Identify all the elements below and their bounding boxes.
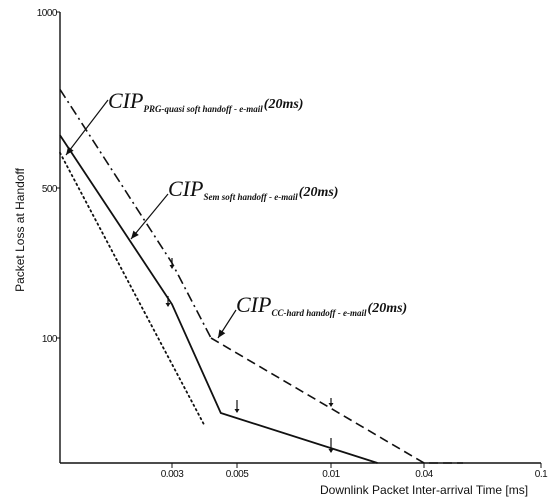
x-tick-label-0: 0.003 <box>161 469 184 480</box>
annotation-tail-2: (20ms) <box>368 301 408 316</box>
marker-head-4 <box>329 449 334 453</box>
x-tick-label-4: 0.1 <box>535 469 548 480</box>
annotations: CIPPRG-quasi soft handoff - e-mail(20ms)… <box>66 88 407 338</box>
series-layer <box>60 89 463 463</box>
annotation-leader-1 <box>131 194 168 239</box>
y-axis-label: Packet Loss at Handoff <box>13 167 27 292</box>
annotation-tail-1: (20ms) <box>299 185 339 200</box>
annotation-arrowhead-2 <box>218 329 225 338</box>
series-line-cc <box>211 338 463 463</box>
y-tick-label-2: 100 <box>42 334 58 345</box>
tick-labels: 0.003 0.005 0.01 0.04 0.1 1000 500 100 <box>37 8 548 480</box>
y-tick-label-1: 500 <box>42 184 58 195</box>
marker-head-3 <box>329 403 334 407</box>
annotation-main-2: CIP <box>236 292 271 317</box>
annotation-sub-0: PRG-quasi soft handoff - e-mail <box>143 104 263 114</box>
annotation-2: CIPCC-hard handoff - e-mail(20ms) <box>236 292 407 318</box>
annotation-0: CIPPRG-quasi soft handoff - e-mail(20ms) <box>108 88 303 114</box>
x-tick-label-1: 0.005 <box>226 469 249 480</box>
annotation-tail-0: (20ms) <box>264 97 304 112</box>
annotation-main-0: CIP <box>108 88 143 113</box>
annotation-main-1: CIP <box>168 176 203 201</box>
marker-head-0 <box>170 265 175 269</box>
marker-head-1 <box>166 303 171 307</box>
y-tick-label-0: 1000 <box>37 8 58 19</box>
x-tick-label-2: 0.01 <box>322 469 340 480</box>
x-axis-label: Downlink Packet Inter-arrival Time [ms] <box>320 483 528 497</box>
marker-head-2 <box>235 409 240 413</box>
x-tick-label-3: 0.04 <box>415 469 433 480</box>
annotation-sub-2: CC-hard handoff - e-mail <box>271 308 367 318</box>
annotation-sub-1: Sem soft handoff - e-mail <box>203 192 298 202</box>
series-line-sem <box>60 89 211 338</box>
annotation-1: CIPSem soft handoff - e-mail(20ms) <box>168 176 338 202</box>
